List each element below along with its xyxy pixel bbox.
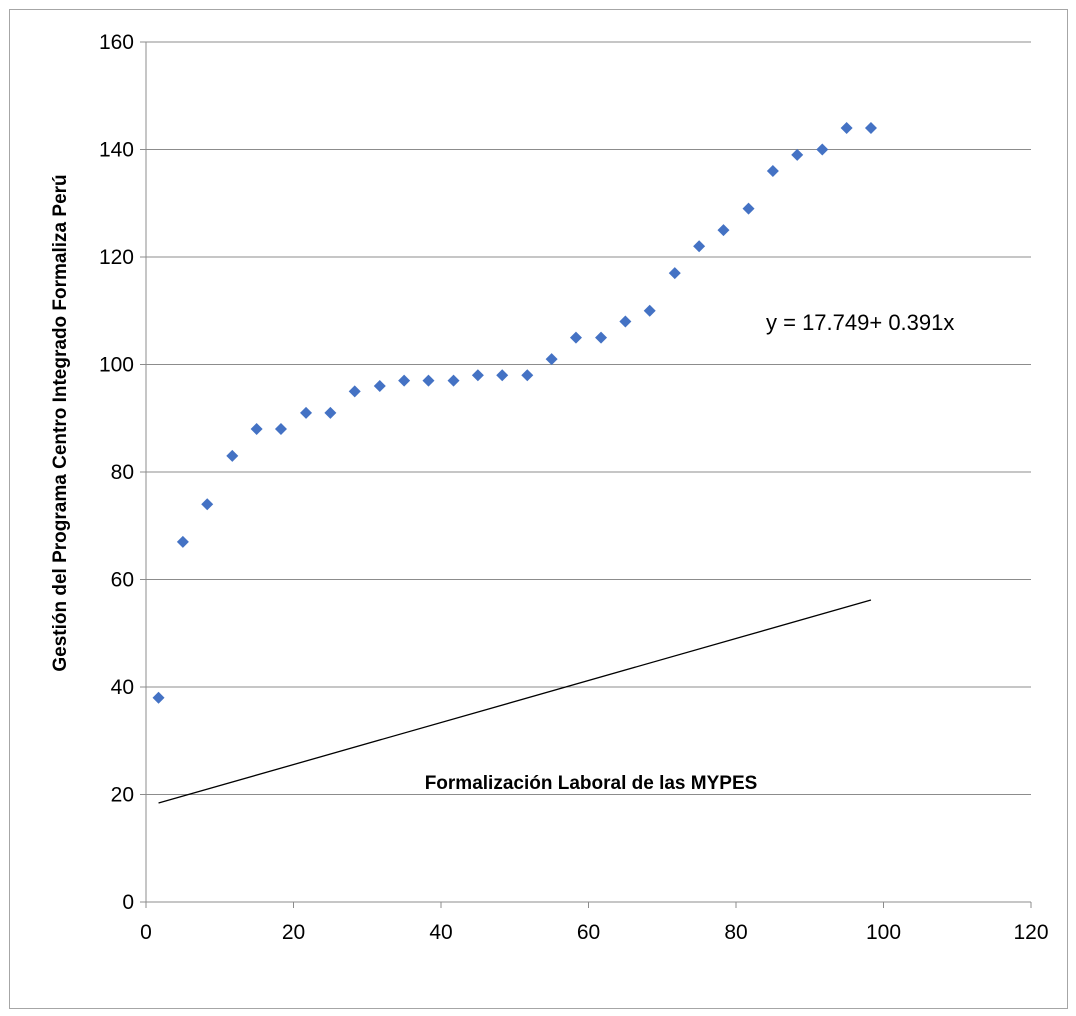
x-tick-label-120: 120 xyxy=(1013,921,1048,944)
y-tick-label-20: 20 xyxy=(111,784,134,807)
trendline-equation: y = 17.749+ 0.391x xyxy=(766,310,954,335)
data-point-15 xyxy=(496,369,509,382)
data-point-28 xyxy=(816,143,829,156)
trendline xyxy=(158,599,872,804)
data-point-11 xyxy=(398,374,411,387)
data-point-22 xyxy=(668,267,681,280)
grid-lines xyxy=(146,41,1031,795)
data-point-16 xyxy=(521,369,534,382)
data-point-2 xyxy=(176,535,189,548)
x-tick-label-0: 0 xyxy=(140,921,152,944)
y-axis-title: Gestión del Programa Centro Integrado Fo… xyxy=(50,174,71,671)
data-point-13 xyxy=(447,374,460,387)
data-points xyxy=(152,122,877,704)
data-point-24 xyxy=(717,224,730,237)
x-tick-label-100: 100 xyxy=(866,921,901,944)
y-tick-label-160: 160 xyxy=(99,31,134,54)
data-point-14 xyxy=(471,369,484,382)
data-point-7 xyxy=(300,406,313,419)
x-tick-labels: 0 20 40 60 80 100 120 xyxy=(140,921,1048,944)
x-tick-label-80: 80 xyxy=(724,921,747,944)
data-point-29 xyxy=(840,122,853,134)
data-point-8 xyxy=(324,406,337,419)
data-point-4 xyxy=(226,449,239,462)
data-point-5 xyxy=(250,423,263,435)
data-point-20 xyxy=(619,315,632,328)
y-tick-label-140: 140 xyxy=(99,139,134,162)
y-tick-label-100: 100 xyxy=(99,354,134,377)
chart-frame xyxy=(9,9,1068,1009)
y-tick-label-80: 80 xyxy=(111,461,134,484)
x-axis-title: Formalización Laboral de las MYPES xyxy=(425,773,758,794)
x-tick-label-40: 40 xyxy=(429,921,452,944)
y-tick-label-120: 120 xyxy=(99,246,134,269)
x-tick-label-60: 60 xyxy=(577,921,600,944)
data-point-23 xyxy=(693,240,706,253)
y-tick-label-40: 40 xyxy=(111,676,134,699)
data-point-1 xyxy=(152,691,165,704)
x-tick-label-20: 20 xyxy=(282,921,305,944)
data-point-26 xyxy=(766,165,779,177)
data-point-27 xyxy=(791,148,804,161)
data-point-17 xyxy=(545,353,558,366)
data-point-3 xyxy=(201,498,214,511)
data-point-19 xyxy=(595,331,608,344)
data-point-12 xyxy=(422,374,435,387)
trendline-group xyxy=(158,599,872,804)
data-point-6 xyxy=(274,423,287,435)
data-point-18 xyxy=(569,331,582,344)
y-tick-label-0: 0 xyxy=(122,891,134,914)
y-tick-label-60: 60 xyxy=(111,569,134,592)
axes xyxy=(140,41,1032,908)
data-point-10 xyxy=(373,380,386,392)
y-tick-labels: 0 20 40 60 80 100 120 140 160 xyxy=(99,31,134,914)
data-point-21 xyxy=(643,304,656,317)
data-point-9 xyxy=(348,385,361,398)
data-point-30 xyxy=(864,122,877,134)
data-point-25 xyxy=(742,202,755,215)
